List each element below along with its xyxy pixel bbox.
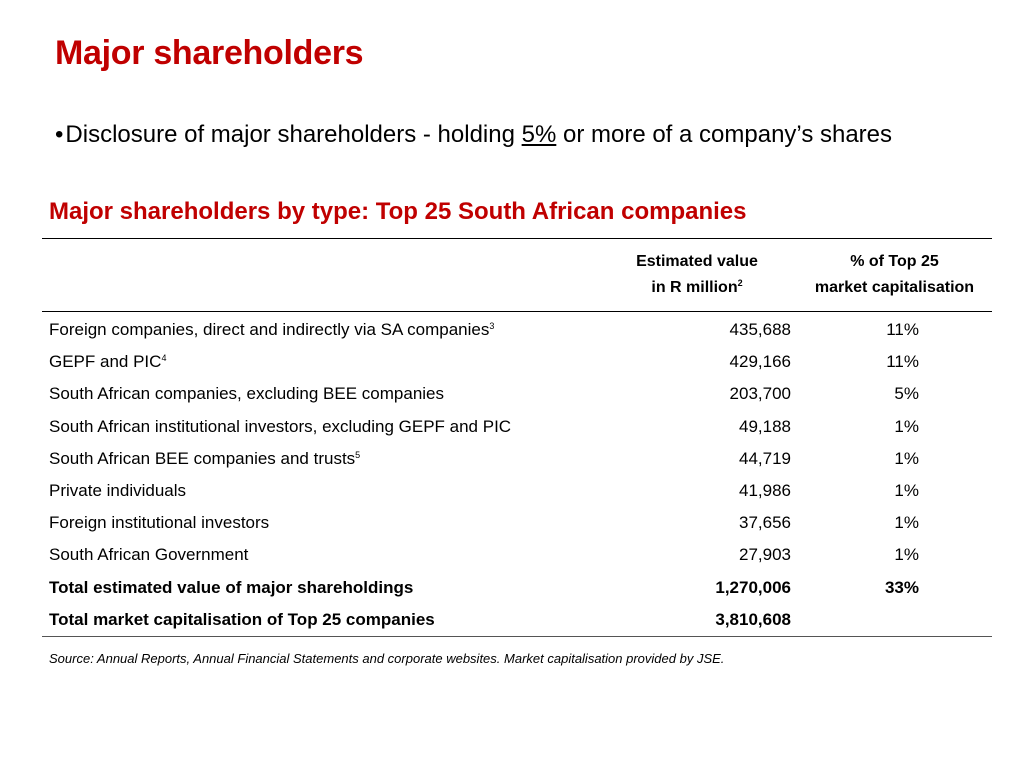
table-title: Major shareholders by type: Top 25 South…: [49, 198, 747, 225]
row-pct: 1%: [894, 513, 919, 533]
bullet-underlined-threshold: 5%: [521, 121, 557, 148]
row-footnote: 3: [489, 321, 495, 332]
header-estimated-value: Estimated value in R million2: [597, 239, 797, 312]
table-row: South African Government 27,903 1%: [42, 539, 992, 571]
header-value-line1: Estimated value: [636, 253, 758, 270]
total-row-market-cap: Total market capitalisation of Top 25 co…: [42, 604, 992, 637]
row-pct: 1%: [894, 416, 919, 436]
row-label: Foreign institutional investors: [49, 513, 270, 533]
bullet-text-suffix: or more of a company’s shares: [556, 121, 893, 148]
header-value-line2: in R million: [651, 279, 738, 296]
row-value: 435,688: [729, 320, 791, 340]
row-label: South African BEE companies and trusts5: [49, 448, 361, 468]
row-value: 44,719: [739, 448, 791, 468]
bullet-icon: •: [55, 121, 64, 148]
row-footnote: 4: [161, 353, 167, 364]
header-market-cap-pct: % of Top 25 market capitalisation: [797, 239, 992, 312]
source-note: Source: Annual Reports, Annual Financial…: [49, 651, 725, 666]
table-row: Foreign institutional investors 37,656 1…: [42, 507, 992, 539]
row-pct: 1%: [894, 481, 919, 501]
table-row: South African companies, excluding BEE c…: [42, 378, 992, 410]
row-pct: 1%: [894, 448, 919, 468]
row-pct: 5%: [894, 384, 919, 404]
row-label: GEPF and PIC4: [49, 352, 167, 372]
row-footnote: 5: [355, 449, 361, 460]
total-value: 1,270,006: [715, 577, 791, 597]
header-pct-line2: market capitalisation: [814, 279, 975, 296]
row-label: South African institutional investors, e…: [49, 416, 512, 436]
row-value: 429,166: [729, 352, 791, 372]
bullet-text-prefix: Disclosure of major shareholders - holdi…: [65, 121, 522, 148]
header-pct-line1: % of Top 25: [850, 253, 939, 270]
shareholders-table: Estimated value in R million2 % of Top 2…: [42, 238, 992, 637]
total-pct: 33%: [884, 577, 919, 597]
table-header-row: Estimated value in R million2 % of Top 2…: [42, 238, 992, 312]
row-pct: 11%: [886, 352, 919, 372]
table-row: Private individuals 41,986 1%: [42, 475, 992, 507]
row-value: 41,986: [739, 481, 791, 501]
page-title: Major shareholders: [55, 34, 364, 72]
total-pct: [797, 604, 992, 637]
row-value: 49,188: [739, 416, 791, 436]
table-row: Foreign companies, direct and indirectly…: [42, 312, 992, 347]
row-value: 27,903: [739, 545, 791, 565]
row-pct: 1%: [894, 545, 919, 565]
table-row: South African institutional investors, e…: [42, 411, 992, 443]
total-label: Total estimated value of major sharehold…: [49, 577, 414, 597]
table-row: GEPF and PIC4 429,166 11%: [42, 346, 992, 378]
total-label: Total market capitalisation of Top 25 co…: [49, 609, 435, 629]
header-value-footnote: 2: [737, 278, 743, 288]
row-label: South African Government: [49, 545, 249, 565]
table-row: South African BEE companies and trusts5 …: [42, 443, 992, 475]
row-value: 37,656: [739, 513, 791, 533]
header-label-column: [42, 239, 597, 312]
row-value: 203,700: [729, 384, 791, 404]
row-pct: 11%: [886, 320, 919, 340]
row-label: South African companies, excluding BEE c…: [49, 384, 445, 404]
row-label: Foreign companies, direct and indirectly…: [49, 320, 495, 340]
total-row-major-shareholdings: Total estimated value of major sharehold…: [42, 572, 992, 604]
total-value: 3,810,608: [715, 609, 791, 629]
bullet-point: •Disclosure of major shareholders - hold…: [55, 121, 892, 149]
row-label: Private individuals: [49, 481, 187, 501]
